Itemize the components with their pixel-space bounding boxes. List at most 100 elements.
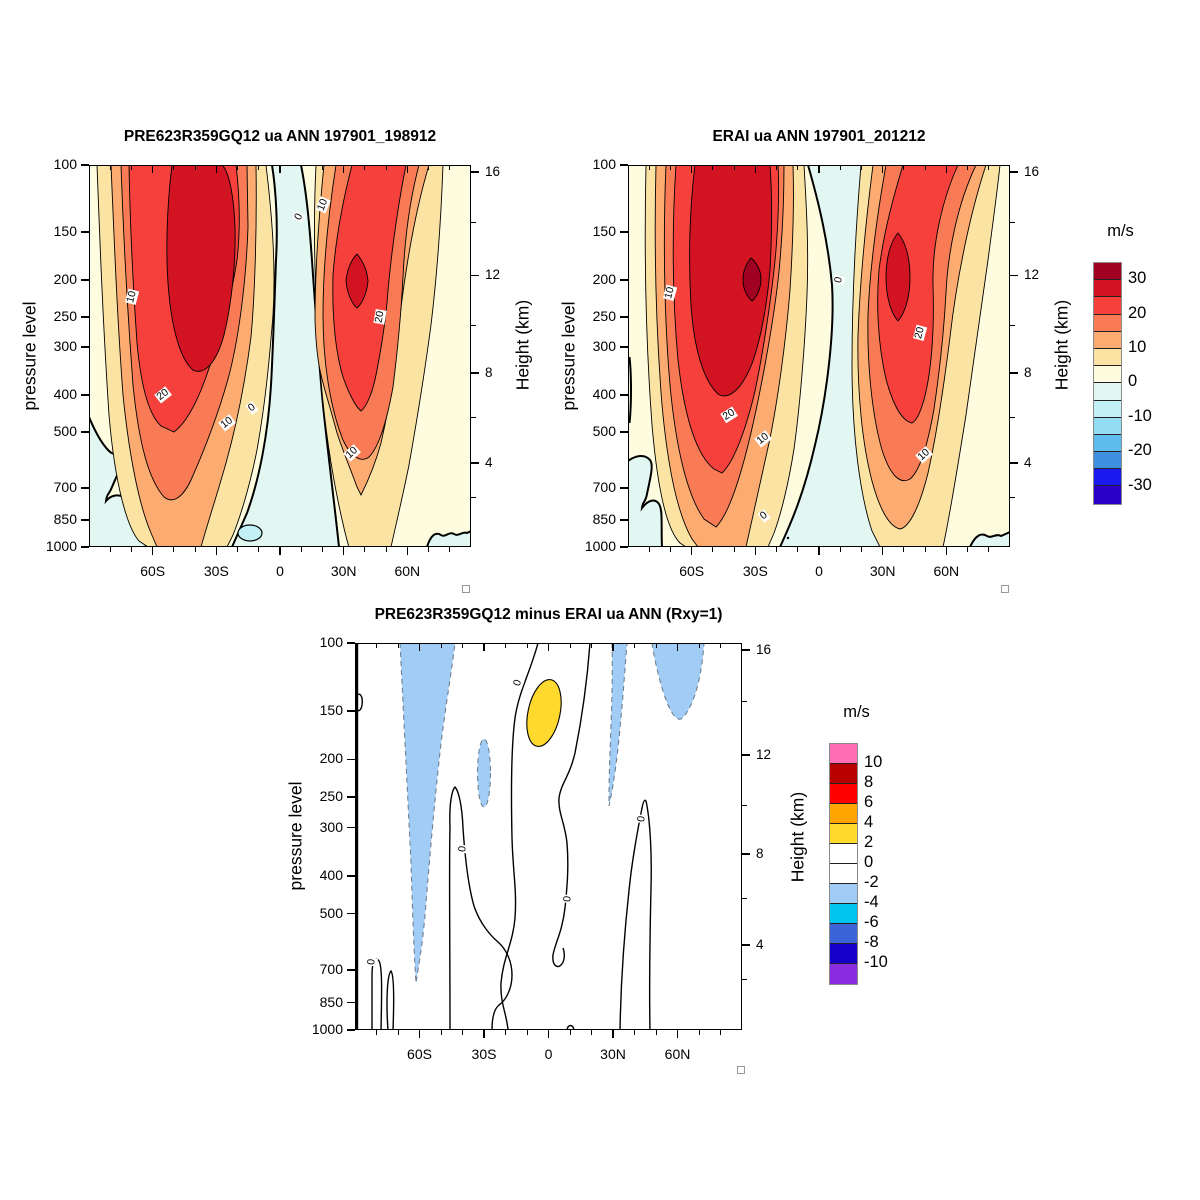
contour-label: 0 bbox=[635, 814, 648, 824]
y-axis-tick bbox=[81, 279, 89, 281]
y-tick-label: 250 bbox=[319, 788, 343, 805]
x-axis-minor-tick bbox=[988, 547, 990, 552]
y-tick-label: 400 bbox=[53, 385, 77, 402]
colorbar-block bbox=[1094, 366, 1121, 384]
right-tick-label: 8 bbox=[756, 845, 764, 861]
colorbar-block bbox=[1094, 400, 1121, 418]
sh-jet bbox=[96, 165, 275, 547]
right-axis-minor-tick bbox=[471, 221, 476, 223]
right-axis-minor-tick bbox=[471, 324, 476, 326]
x-axis-minor-tick bbox=[440, 1030, 442, 1035]
right-axis-minor-tick bbox=[1010, 221, 1015, 223]
x-tick-label: 30N bbox=[869, 563, 896, 579]
colorbar-tick-label: -6 bbox=[864, 913, 879, 931]
y-axis-tick bbox=[620, 394, 628, 396]
y-tick-label: 850 bbox=[592, 510, 616, 527]
x-axis-tick bbox=[547, 1030, 550, 1038]
y-axis-tick bbox=[347, 710, 355, 712]
x-axis-minor-tick-top bbox=[440, 643, 442, 648]
y-tick-label: 400 bbox=[319, 866, 343, 883]
right-axis-minor-tick bbox=[742, 700, 747, 702]
y-axis-tick bbox=[620, 231, 628, 233]
y-tick-label: 850 bbox=[319, 993, 343, 1010]
right-axis-tick bbox=[1010, 462, 1018, 464]
colorbar-tick-label: -2 bbox=[864, 873, 879, 891]
contour-plot-model bbox=[89, 165, 471, 547]
panel-corner-marker bbox=[737, 1066, 745, 1074]
x-axis-minor-tick bbox=[462, 1030, 463, 1035]
x-axis-tick-top bbox=[881, 165, 884, 173]
panel-difference: PRE623R359GQ12 minus ERAI ua ANN (Rxy=1)… bbox=[286, 606, 808, 1062]
panel-title: PRE623R359GQ12 ua ANN 197901_198912 bbox=[123, 128, 437, 145]
right-axis-tick bbox=[742, 853, 750, 855]
right-axis-title: Height (km) bbox=[787, 791, 808, 883]
right-tick-label: 4 bbox=[1024, 454, 1032, 470]
x-axis-tick bbox=[612, 1030, 614, 1038]
y-axis-tick bbox=[347, 758, 355, 761]
y-axis-tick bbox=[620, 164, 628, 166]
colorbar-block bbox=[830, 864, 857, 884]
y-tick-label: 700 bbox=[53, 478, 77, 495]
x-axis-tick bbox=[406, 547, 409, 555]
x-axis-minor-tick bbox=[237, 547, 239, 552]
sh-jet bbox=[644, 165, 809, 547]
x-axis-minor-tick bbox=[130, 547, 132, 552]
y-tick-label: 700 bbox=[319, 961, 343, 977]
x-axis-minor-tick-top bbox=[698, 643, 700, 648]
x-axis-tick bbox=[483, 1030, 485, 1038]
colorbar-block bbox=[830, 804, 857, 824]
y-axis-tick bbox=[620, 546, 628, 548]
right-axis-minor-tick bbox=[1010, 324, 1015, 326]
x-axis-minor-tick-top bbox=[462, 643, 463, 648]
x-axis-tick-top bbox=[215, 165, 218, 173]
x-axis-minor-tick-top bbox=[733, 165, 735, 170]
contour-label: 0 bbox=[561, 894, 574, 904]
x-tick-label: 30S bbox=[471, 1046, 497, 1062]
x-axis-tick-top bbox=[754, 165, 757, 173]
x-axis-minor-tick-top bbox=[860, 165, 862, 170]
x-tick-label: 60N bbox=[394, 563, 421, 579]
x-axis-tick bbox=[342, 547, 345, 555]
x-tick-label: 30S bbox=[742, 563, 768, 579]
y-tick-label: 150 bbox=[319, 702, 343, 719]
y-axis-tick bbox=[347, 1029, 355, 1031]
right-tick-label: 12 bbox=[485, 267, 501, 283]
x-axis-tick-top bbox=[690, 165, 693, 173]
colorbar-block bbox=[1094, 348, 1121, 367]
x-axis-minor-tick bbox=[776, 547, 778, 552]
easterly-cell bbox=[237, 524, 263, 542]
x-axis-minor-tick-top bbox=[428, 165, 430, 170]
y-tick-label: 850 bbox=[53, 510, 77, 527]
x-axis-tick-top bbox=[418, 643, 421, 651]
zero-diff-contours bbox=[355, 643, 652, 1030]
x-axis-minor-tick bbox=[698, 1030, 700, 1035]
x-axis-minor-tick-top bbox=[385, 165, 387, 170]
y-axis-tick bbox=[620, 519, 628, 521]
x-axis-tick-top bbox=[818, 165, 820, 173]
x-axis-minor-tick bbox=[364, 547, 366, 552]
colorbar-block bbox=[830, 764, 857, 784]
x-axis-minor-tick-top bbox=[194, 165, 196, 170]
right-tick-label: 8 bbox=[485, 365, 493, 381]
x-axis-minor-tick bbox=[591, 1030, 592, 1035]
y-tick-label: 100 bbox=[53, 156, 77, 172]
colorbar-tick-label: -10 bbox=[864, 953, 888, 971]
x-tick-label: 60S bbox=[679, 563, 705, 579]
y-tick-label: 200 bbox=[592, 270, 616, 287]
x-axis-minor-tick bbox=[839, 547, 841, 552]
x-axis-minor-tick bbox=[924, 547, 926, 552]
colorbar-tick-label: 0 bbox=[864, 853, 874, 871]
right-axis-tick bbox=[1010, 274, 1018, 277]
x-axis-tick bbox=[818, 547, 820, 555]
colorbar-tick-label: 4 bbox=[864, 813, 874, 831]
colorbar-block bbox=[1094, 434, 1121, 453]
x-axis-minor-tick bbox=[733, 547, 735, 552]
y-tick-label: 150 bbox=[53, 223, 77, 240]
y-axis-tick bbox=[81, 164, 89, 166]
x-axis-minor-tick-top bbox=[237, 165, 239, 170]
y-axis-tick bbox=[620, 316, 628, 318]
y-axis-tick bbox=[620, 487, 628, 489]
right-tick-label: 16 bbox=[485, 163, 501, 179]
panel-corner-marker bbox=[1001, 585, 1009, 593]
contour-label: 20 bbox=[372, 309, 387, 325]
